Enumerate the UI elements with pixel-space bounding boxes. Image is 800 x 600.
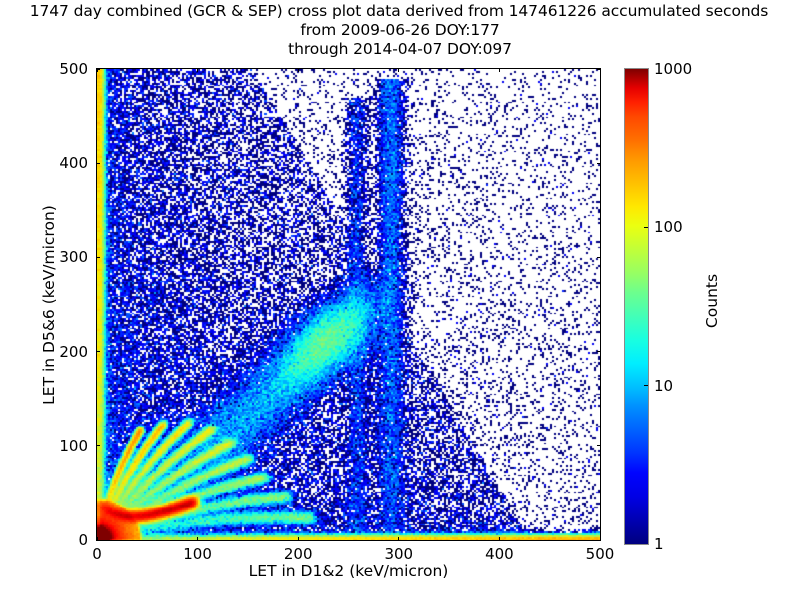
y-tick-mark	[96, 539, 100, 541]
y-tick-label: 500	[59, 60, 88, 78]
title-line-3: through 2014-04-07 DOY:097	[288, 40, 512, 58]
colorbar-tick-label: 100	[654, 218, 683, 237]
y-tick-label: 100	[59, 436, 88, 455]
y-tick-mark-right	[597, 162, 601, 164]
x-tick-label: 100	[183, 545, 212, 563]
x-tick-mark	[96, 537, 98, 541]
y-tick-mark	[96, 445, 100, 447]
x-tick-mark-top	[599, 68, 601, 72]
x-tick-mark	[398, 537, 400, 541]
x-tick-mark	[197, 537, 199, 541]
y-tick-mark	[96, 162, 100, 164]
x-tick-label: 300	[384, 545, 414, 563]
x-tick-label: 500	[585, 545, 615, 563]
x-tick-mark	[498, 537, 500, 541]
y-tick-mark-right	[597, 351, 601, 353]
y-tick-mark-right	[597, 445, 601, 447]
x-tick-label: 200	[283, 545, 313, 563]
plot-title: 1747 day combined (GCR & SEP) cross plot…	[0, 2, 800, 59]
colorbar-gradient	[625, 69, 648, 544]
density-heatmap	[97, 69, 600, 540]
y-tick-label: 300	[59, 248, 88, 267]
x-axis-label: LET in D1&2 (keV/micron)	[248, 562, 449, 580]
colorbar-label: Counts	[703, 273, 721, 329]
colorbar-tick-label: 1000	[654, 60, 693, 78]
plot-axes	[96, 68, 601, 541]
title-line-1: 1747 day combined (GCR & SEP) cross plot…	[29, 2, 769, 20]
x-tick-mark-top	[498, 68, 500, 72]
colorbar-tick-mark	[644, 226, 648, 228]
y-tick-label: 400	[59, 154, 88, 173]
y-tick-mark	[96, 351, 100, 353]
colorbar-tick-mark	[644, 385, 648, 387]
x-tick-mark	[297, 537, 299, 541]
x-tick-mark-top	[197, 68, 199, 72]
x-tick-mark-top	[96, 68, 98, 72]
y-tick-mark	[96, 68, 100, 70]
colorbar	[624, 68, 649, 545]
y-tick-mark-right	[597, 256, 601, 258]
title-line-2: from 2009-06-26 DOY:177	[300, 21, 500, 39]
y-tick-label: 0	[78, 531, 88, 549]
x-tick-mark-top	[297, 68, 299, 72]
x-tick-mark	[599, 537, 601, 541]
x-tick-label: 0	[92, 545, 102, 563]
y-tick-label: 200	[59, 342, 88, 361]
y-tick-mark	[96, 256, 100, 258]
x-tick-mark-top	[398, 68, 400, 72]
y-axis-label: LET in D5&6 (keV/micron)	[40, 205, 58, 405]
colorbar-tick-label: 10	[654, 376, 674, 395]
y-tick-mark-right	[597, 68, 601, 70]
colorbar-tick-label: 1	[654, 535, 664, 553]
y-tick-mark-right	[597, 539, 601, 541]
x-tick-label: 400	[485, 545, 514, 563]
